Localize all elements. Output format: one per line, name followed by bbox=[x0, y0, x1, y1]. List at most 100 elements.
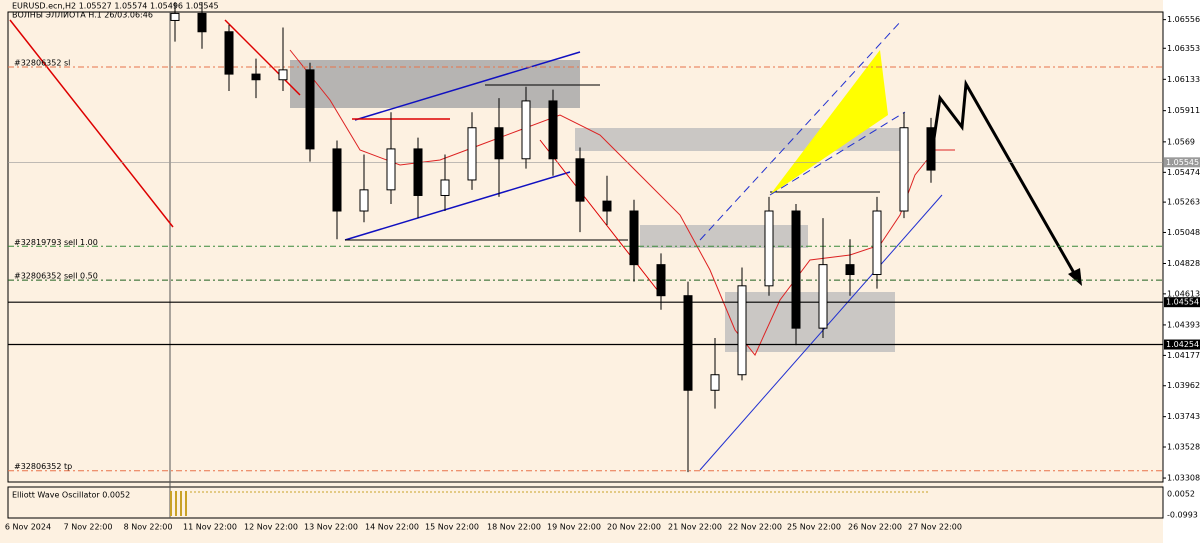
candle-body bbox=[818, 264, 828, 329]
candle-body bbox=[413, 148, 423, 196]
price-label: 1.04554 bbox=[1166, 298, 1199, 307]
x-tick-label: 21 Nov 22:00 bbox=[668, 523, 722, 532]
osc-bar bbox=[175, 491, 177, 516]
x-tick-label: 7 Nov 22:00 bbox=[64, 523, 113, 532]
candle-body bbox=[845, 264, 855, 276]
y-tick-label: 1.05263 bbox=[1167, 198, 1200, 207]
price-label-bg bbox=[1164, 157, 1200, 168]
candle-body bbox=[656, 264, 666, 297]
x-tick-label: 14 Nov 22:00 bbox=[365, 523, 419, 532]
candle-body bbox=[278, 69, 288, 81]
x-tick-label: 27 Nov 22:00 bbox=[908, 523, 962, 532]
candle-body bbox=[548, 100, 558, 160]
order-label: #32806352 sl bbox=[14, 59, 70, 68]
candle-body bbox=[575, 158, 585, 202]
x-tick-label: 15 Nov 22:00 bbox=[425, 523, 479, 532]
trend-line bbox=[539, 139, 663, 297]
x-tick-label: 11 Nov 22:00 bbox=[183, 523, 237, 532]
dashed-line bbox=[699, 19, 903, 241]
x-tick-label: 6 Nov 2024 bbox=[5, 523, 51, 532]
candle-body bbox=[305, 69, 315, 150]
candle-body bbox=[602, 200, 612, 212]
x-tick-label: 8 Nov 22:00 bbox=[124, 523, 173, 532]
candle-body bbox=[467, 127, 477, 181]
oscillator-label: Elliott Wave Oscillator 0.0052 bbox=[12, 491, 130, 500]
oscillator-window bbox=[7, 486, 1164, 519]
price-label: 1.04254 bbox=[1166, 340, 1199, 349]
channel-line bbox=[344, 171, 571, 241]
dashed-line bbox=[769, 111, 906, 196]
oscillator-bars bbox=[170, 491, 930, 516]
x-tick-label: 25 Nov 22:00 bbox=[787, 523, 841, 532]
order-label: #32806352 tp bbox=[14, 462, 72, 471]
x-tick-label: 13 Nov 22:00 bbox=[304, 523, 358, 532]
x-tick-label: 19 Nov 22:00 bbox=[547, 523, 601, 532]
candle-body bbox=[737, 285, 747, 376]
price-label-bg bbox=[1164, 297, 1200, 308]
osc-axis-label: 0.0052 bbox=[1167, 490, 1195, 499]
order-label: #32806352 sell 0.50 bbox=[14, 272, 98, 281]
y-tick-label: 1.06353 bbox=[1167, 44, 1200, 53]
candle-body bbox=[440, 179, 450, 196]
arrow-head bbox=[1068, 268, 1082, 286]
candle-body bbox=[494, 127, 504, 160]
channel-line bbox=[354, 51, 581, 121]
candle-body bbox=[386, 148, 396, 191]
symbol-header: EURUSD.ecn,H2 1.05527 1.05574 1.05496 1.… bbox=[12, 2, 219, 11]
y-tick-label: 1.05911 bbox=[1167, 106, 1200, 115]
osc-axis-label: -0.0993 bbox=[1167, 511, 1198, 520]
candle-body bbox=[710, 374, 720, 391]
price-axis-panel bbox=[1163, 0, 1200, 543]
y-tick-label: 1.06133 bbox=[1167, 75, 1200, 84]
candle-body bbox=[521, 100, 531, 160]
support-line bbox=[699, 194, 943, 471]
indicator-header: ВОЛНЫ ЭЛЛИОТА H.1 26/03.06:46 bbox=[12, 11, 153, 20]
x-tick-label: 20 Nov 22:00 bbox=[607, 523, 661, 532]
candle-body bbox=[791, 210, 801, 329]
candle-body bbox=[764, 210, 774, 287]
price-label: 1.05545 bbox=[1166, 158, 1199, 167]
candle-body bbox=[629, 210, 639, 266]
trend-line bbox=[224, 19, 301, 96]
price-label-bg bbox=[1164, 339, 1200, 350]
x-tick-label: 22 Nov 22:00 bbox=[728, 523, 782, 532]
candle-body bbox=[332, 148, 342, 212]
candle-body bbox=[197, 12, 207, 33]
x-tick-label: 18 Nov 22:00 bbox=[487, 523, 541, 532]
y-tick-label: 1.05048 bbox=[1167, 228, 1200, 237]
trend-line bbox=[9, 19, 174, 228]
y-tick-label: 1.05474 bbox=[1167, 168, 1200, 177]
candle-body bbox=[251, 73, 261, 81]
main-window bbox=[7, 11, 1164, 483]
candle-body bbox=[170, 12, 180, 21]
y-tick-label: 1.0569 bbox=[1167, 137, 1195, 146]
y-tick-label: 1.03743 bbox=[1167, 412, 1200, 421]
osc-bar bbox=[180, 491, 182, 516]
x-tick-label: 26 Nov 22:00 bbox=[848, 523, 902, 532]
candle-body bbox=[872, 210, 882, 276]
y-tick-label: 1.06556 bbox=[1167, 15, 1200, 24]
y-tick-label: 1.04613 bbox=[1167, 289, 1200, 298]
candle-body bbox=[899, 127, 909, 212]
y-tick-label: 1.03308 bbox=[1167, 474, 1200, 483]
osc-bar bbox=[170, 491, 172, 516]
forecast-arrow bbox=[928, 79, 1080, 281]
y-tick-label: 1.03528 bbox=[1167, 442, 1200, 451]
y-tick-label: 1.04177 bbox=[1167, 351, 1200, 360]
osc-bar bbox=[185, 491, 187, 516]
candle-body bbox=[224, 31, 234, 75]
order-label: #32819793 sell 1.00 bbox=[14, 238, 98, 247]
candle-body bbox=[683, 295, 693, 391]
y-tick-label: 1.03962 bbox=[1167, 381, 1200, 390]
fib-triangle bbox=[770, 50, 888, 195]
candle-body bbox=[359, 189, 369, 212]
candle-body bbox=[926, 127, 936, 171]
zone bbox=[725, 292, 895, 352]
zone bbox=[640, 225, 808, 248]
y-tick-label: 1.04828 bbox=[1167, 259, 1200, 268]
y-tick-label: 1.04393 bbox=[1167, 320, 1200, 329]
x-tick-label: 12 Nov 22:00 bbox=[244, 523, 298, 532]
